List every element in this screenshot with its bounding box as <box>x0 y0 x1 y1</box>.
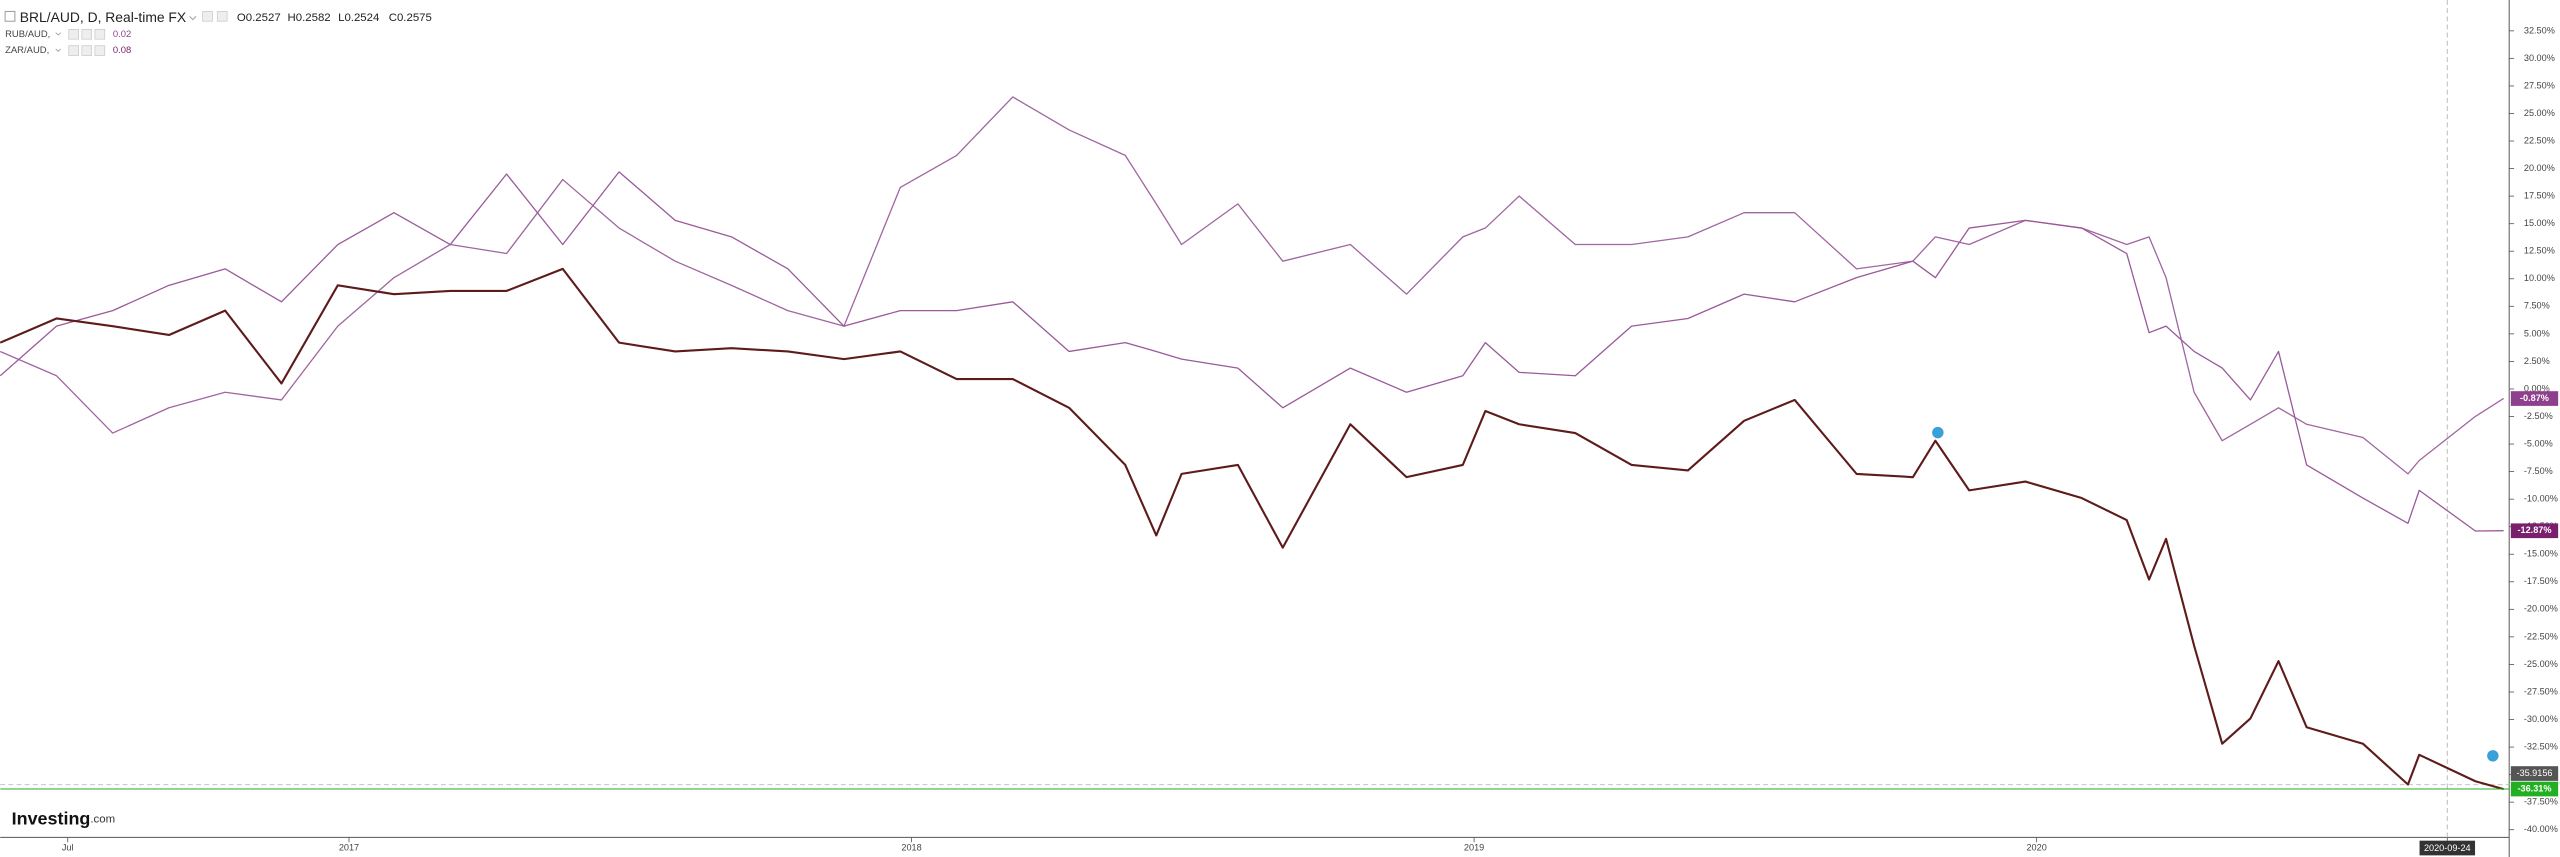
y-tick-label: -25.00% <box>2524 659 2558 669</box>
y-tick-label: -37.50% <box>2524 797 2558 807</box>
y-tick-label: -17.50% <box>2524 576 2558 586</box>
legend-series-name: RUB/AUD, <box>5 29 50 40</box>
y-tick-label: -20.00% <box>2524 604 2558 614</box>
ohlc: H0.2582 <box>288 12 331 24</box>
y-tick-label: 12.50% <box>2524 246 2555 256</box>
series-line <box>0 267 2504 791</box>
y-tick-label: -15.00% <box>2524 549 2558 559</box>
y-tick-label: 32.50% <box>2524 25 2555 35</box>
legend-button <box>81 28 93 40</box>
y-tick-label: 25.00% <box>2524 108 2555 118</box>
y-tick-label: 30.00% <box>2524 53 2555 63</box>
crosshair-value-box <box>2510 766 2559 781</box>
y-tick-label: 20.00% <box>2524 163 2555 173</box>
legend-series-value: 0.08 <box>113 45 131 56</box>
ohlc: C0.2575 <box>389 12 432 24</box>
y-tick-label: -7.50% <box>2524 466 2553 476</box>
legend-button <box>68 28 79 40</box>
y-tick-label: 17.50% <box>2524 191 2555 201</box>
ohlc-value: 0.2575 <box>397 12 432 24</box>
series-line <box>0 171 2504 532</box>
y-tick-label: -27.50% <box>2524 686 2558 696</box>
legend-title: BRL/AUD, D, Real-time FX <box>20 9 186 25</box>
event-marker[interactable] <box>1932 426 1944 439</box>
last-value-box <box>2510 781 2559 797</box>
y-tick-label: -10.00% <box>2524 494 2558 504</box>
y-tick-label: 10.00% <box>2524 273 2555 283</box>
legend-main: BRL/AUD, D, Real-time FX <box>20 9 186 25</box>
legend-button <box>202 11 213 22</box>
ohlc-key: L <box>338 12 344 24</box>
ohlc-key: C <box>389 12 397 24</box>
y-tick-label: 2.50% <box>2524 356 2550 366</box>
last-value-box <box>2510 391 2559 406</box>
x-crosshair-box <box>2419 840 2476 856</box>
logo-suffix: .com <box>90 813 115 825</box>
y-tick-label: -32.50% <box>2524 741 2558 751</box>
y-tick-label: 22.50% <box>2524 135 2555 145</box>
y-tick-label: 0.00% <box>2524 383 2550 393</box>
y-tick-label: -2.50% <box>2524 411 2553 421</box>
ohlc-value: 0.2582 <box>296 12 331 24</box>
ohlc: L0.2524 <box>338 12 380 24</box>
series-line <box>0 96 2504 475</box>
last-value-label: -36.31% <box>2517 783 2551 793</box>
y-tick-label: -30.00% <box>2524 714 2558 724</box>
x-tick-label: 2019 <box>1464 842 1484 852</box>
dropdown-icon <box>189 15 197 21</box>
legend-series-value: 0.02 <box>113 29 131 40</box>
ohlc-key: O <box>237 12 246 24</box>
legend-button <box>216 11 228 22</box>
last-value-box <box>2510 523 2559 539</box>
plot-area <box>0 0 2510 838</box>
logo-name: Investing <box>12 808 91 828</box>
legend-button <box>81 45 93 56</box>
ohlc-key: H <box>288 12 296 24</box>
legend: BRL/AUD, D, Real-time FX O0.2527 H0.2582 L0… <box>5 9 432 56</box>
event-marker[interactable] <box>2487 750 2499 762</box>
ohlc: O0.2527 <box>237 12 281 24</box>
collapse-icon[interactable] <box>4 10 16 22</box>
y-tick-label: 5.00% <box>2524 328 2550 338</box>
x-crosshair-label: 2020-09-24 <box>2424 843 2471 853</box>
y-tick-label: 27.50% <box>2524 80 2555 90</box>
legend-button <box>94 45 106 56</box>
y-tick-label: -5.00% <box>2524 438 2553 448</box>
last-value-label: -0.87% <box>2520 393 2549 403</box>
ohlc-value: 0.2527 <box>246 12 281 24</box>
legend-button <box>68 45 79 56</box>
x-tick-label: 2017 <box>339 842 359 852</box>
last-value-label: -12.87% <box>2517 525 2551 535</box>
dropdown-icon <box>55 32 61 36</box>
ohlc-value: 0.2524 <box>344 12 380 24</box>
logo: Investing.com <box>12 808 115 828</box>
y-tick-label: -40.00% <box>2524 824 2558 834</box>
y-tick-label: 7.50% <box>2524 301 2550 311</box>
crosshair-value-label: -35.9156 <box>2516 768 2552 778</box>
x-tick-label: 2020 <box>2026 842 2046 852</box>
legend-button <box>94 28 106 40</box>
x-tick-label: Jul <box>62 842 74 852</box>
y-tick-label: 15.00% <box>2524 218 2555 228</box>
dropdown-icon <box>55 48 61 52</box>
legend-series-name: ZAR/AUD, <box>5 45 49 56</box>
x-tick-label: 2018 <box>901 842 921 852</box>
y-tick-label: -22.50% <box>2524 631 2558 641</box>
